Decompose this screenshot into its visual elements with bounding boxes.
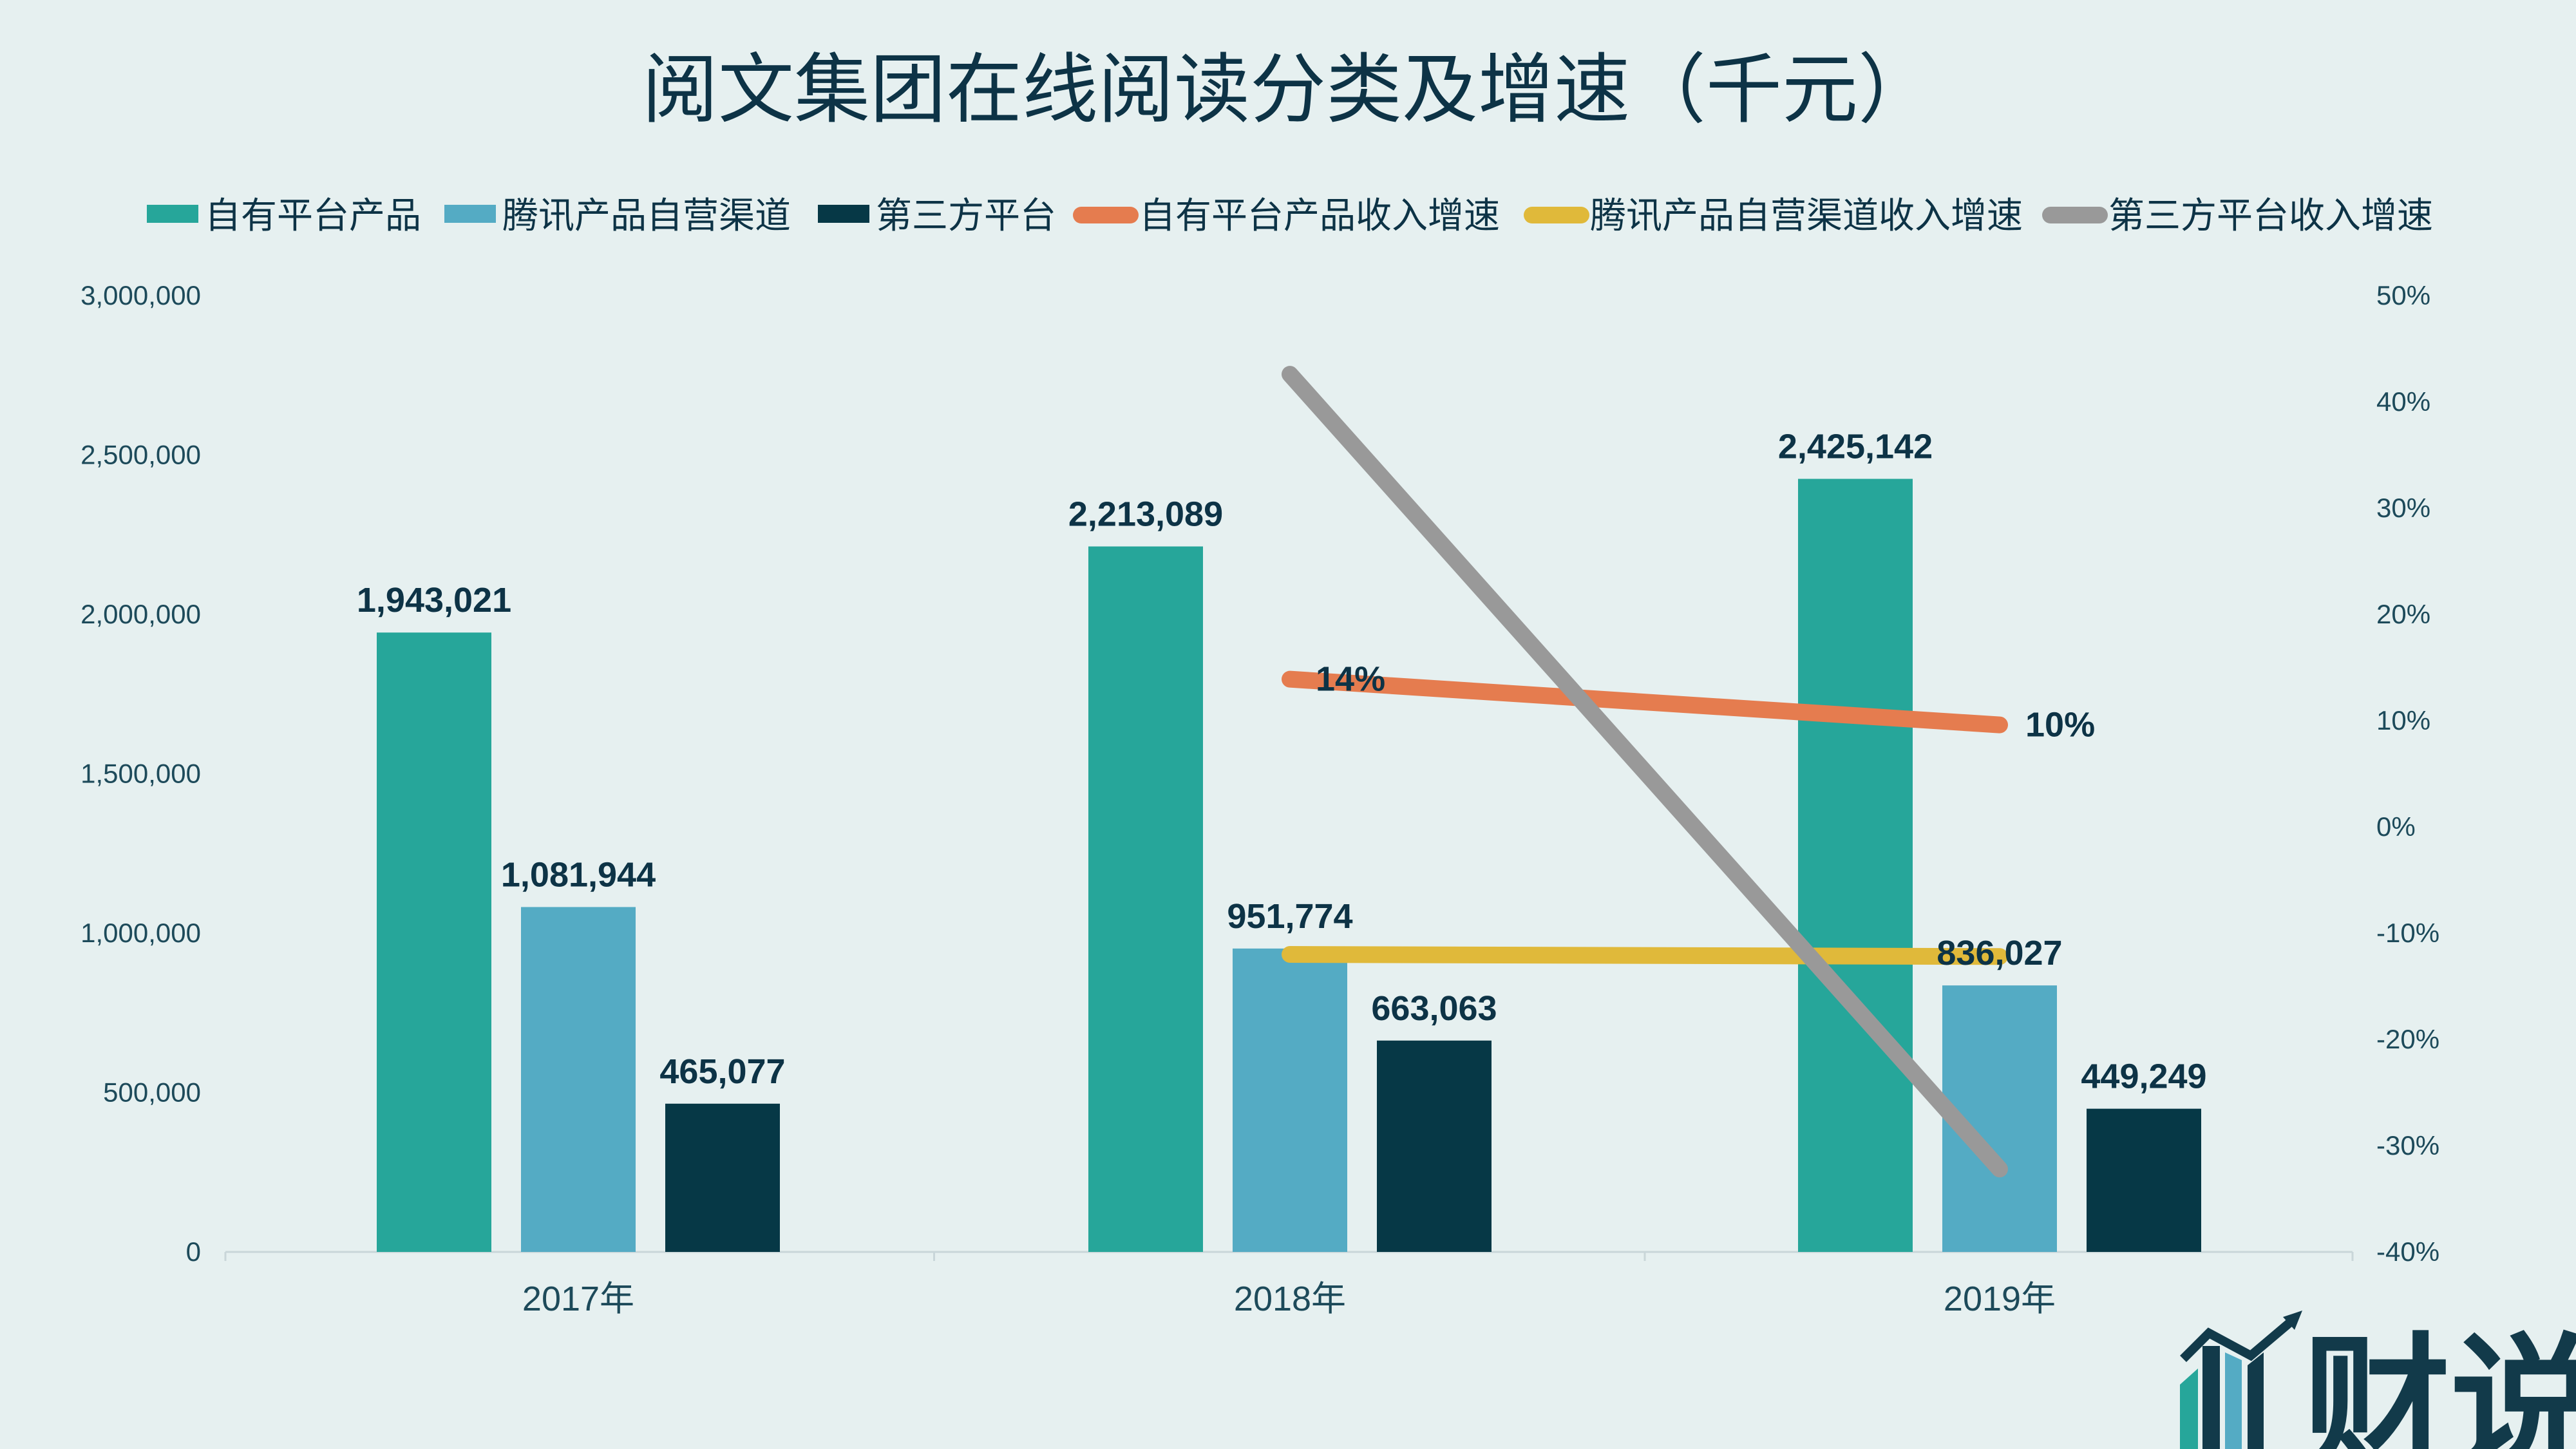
bar-2-1 — [1377, 1040, 1492, 1252]
line-series-3 — [1282, 670, 2008, 734]
legend-item-label: 第三方平台收入增速 — [2108, 195, 2433, 237]
y-right-tick-label: 0% — [2376, 811, 2416, 842]
lines — [1282, 366, 2008, 1178]
bar-2-0 — [665, 1103, 780, 1252]
data-label: 951,774 — [1227, 897, 1352, 936]
bar-0-0 — [377, 632, 491, 1252]
y-left-tick-label: 500,000 — [103, 1077, 201, 1108]
logo-text: 财说 — [2302, 1320, 2576, 1449]
data-label: 1,081,944 — [501, 855, 656, 894]
legend-swatch-2 — [818, 205, 869, 223]
legend-item-label: 腾讯产品自营渠道收入增速 — [1590, 195, 2023, 237]
logo-trend-line — [2180, 1316, 2296, 1362]
line-series-5 — [1282, 366, 2008, 1178]
y-right-tick-label: -40% — [2376, 1236, 2439, 1267]
line-data-label: 10% — [2025, 706, 2095, 744]
bar-0-1 — [1088, 546, 1203, 1252]
x-tick-label: 2017年 — [522, 1280, 634, 1318]
y-right-tick-label: 30% — [2376, 493, 2430, 523]
logo-bar-3 — [2225, 1352, 2242, 1449]
data-label: 836,027 — [1937, 934, 2062, 972]
data-label: 465,077 — [659, 1052, 785, 1091]
legend-item-label: 自有平台产品 — [205, 195, 421, 237]
legend-item-label: 腾讯产品自营渠道 — [502, 195, 791, 237]
y-right-tick-label: -10% — [2376, 918, 2439, 948]
data-label: 1,943,021 — [357, 581, 511, 620]
legend: 自有平台产品 腾讯产品自营渠道 第三方平台 自有平台产品收入增速 腾讯产品自营渠道收入增… — [147, 195, 2433, 237]
y-left-tick-label: 3,000,000 — [80, 280, 201, 310]
data-label: 2,425,142 — [1778, 428, 1933, 466]
bar-1-1 — [1233, 948, 1347, 1252]
data-label: 663,063 — [1371, 989, 1497, 1028]
logo: 财说 — [2180, 1311, 2576, 1449]
legend-item-label: 自有平台产品收入增速 — [1139, 195, 1500, 237]
y-right-tick-label: 50% — [2376, 280, 2430, 310]
y-right-tick-label: -30% — [2376, 1130, 2439, 1160]
y-left-tick-label: 1,500,000 — [80, 759, 201, 789]
line-series-4 — [1282, 946, 2008, 965]
logo-bar-4 — [2248, 1352, 2264, 1449]
y-left-tick-label: 1,000,000 — [80, 918, 201, 948]
y-right-tick-label: 40% — [2376, 386, 2430, 417]
y-left-tick-label: 0 — [186, 1236, 201, 1267]
legend-item-label: 第三方平台 — [876, 195, 1056, 237]
y-right-tick-label: 10% — [2376, 705, 2430, 735]
x-tick-label: 2018年 — [1234, 1280, 1346, 1318]
y-left-tick-label: 2,000,000 — [80, 599, 201, 629]
logo-bar-2 — [2202, 1346, 2220, 1449]
data-labels: 1,943,021 2,213,089 2,425,142 1,081,944 951,… — [357, 428, 2207, 1096]
y-right-tick-label: -20% — [2376, 1024, 2439, 1054]
bar-2-2 — [2087, 1108, 2201, 1252]
bars — [377, 478, 2201, 1252]
bar-0-2 — [1798, 478, 1913, 1252]
logo-arrow-icon — [2283, 1311, 2302, 1330]
data-label: 2,213,089 — [1068, 495, 1223, 534]
data-label: 449,249 — [2081, 1057, 2206, 1096]
legend-swatch-1 — [444, 205, 496, 223]
line-data-label: 14% — [1316, 660, 1385, 699]
y-right-tick-label: 20% — [2376, 599, 2430, 629]
bar-1-0 — [521, 907, 636, 1252]
chart-title: 阅文集团在线阅读分类及增速（千元） — [642, 45, 1934, 134]
logo-bar-1 — [2180, 1368, 2198, 1449]
y-left-tick-label: 2,500,000 — [80, 440, 201, 470]
x-tick-label: 2019年 — [1944, 1280, 2056, 1318]
legend-swatch-0 — [147, 205, 198, 223]
